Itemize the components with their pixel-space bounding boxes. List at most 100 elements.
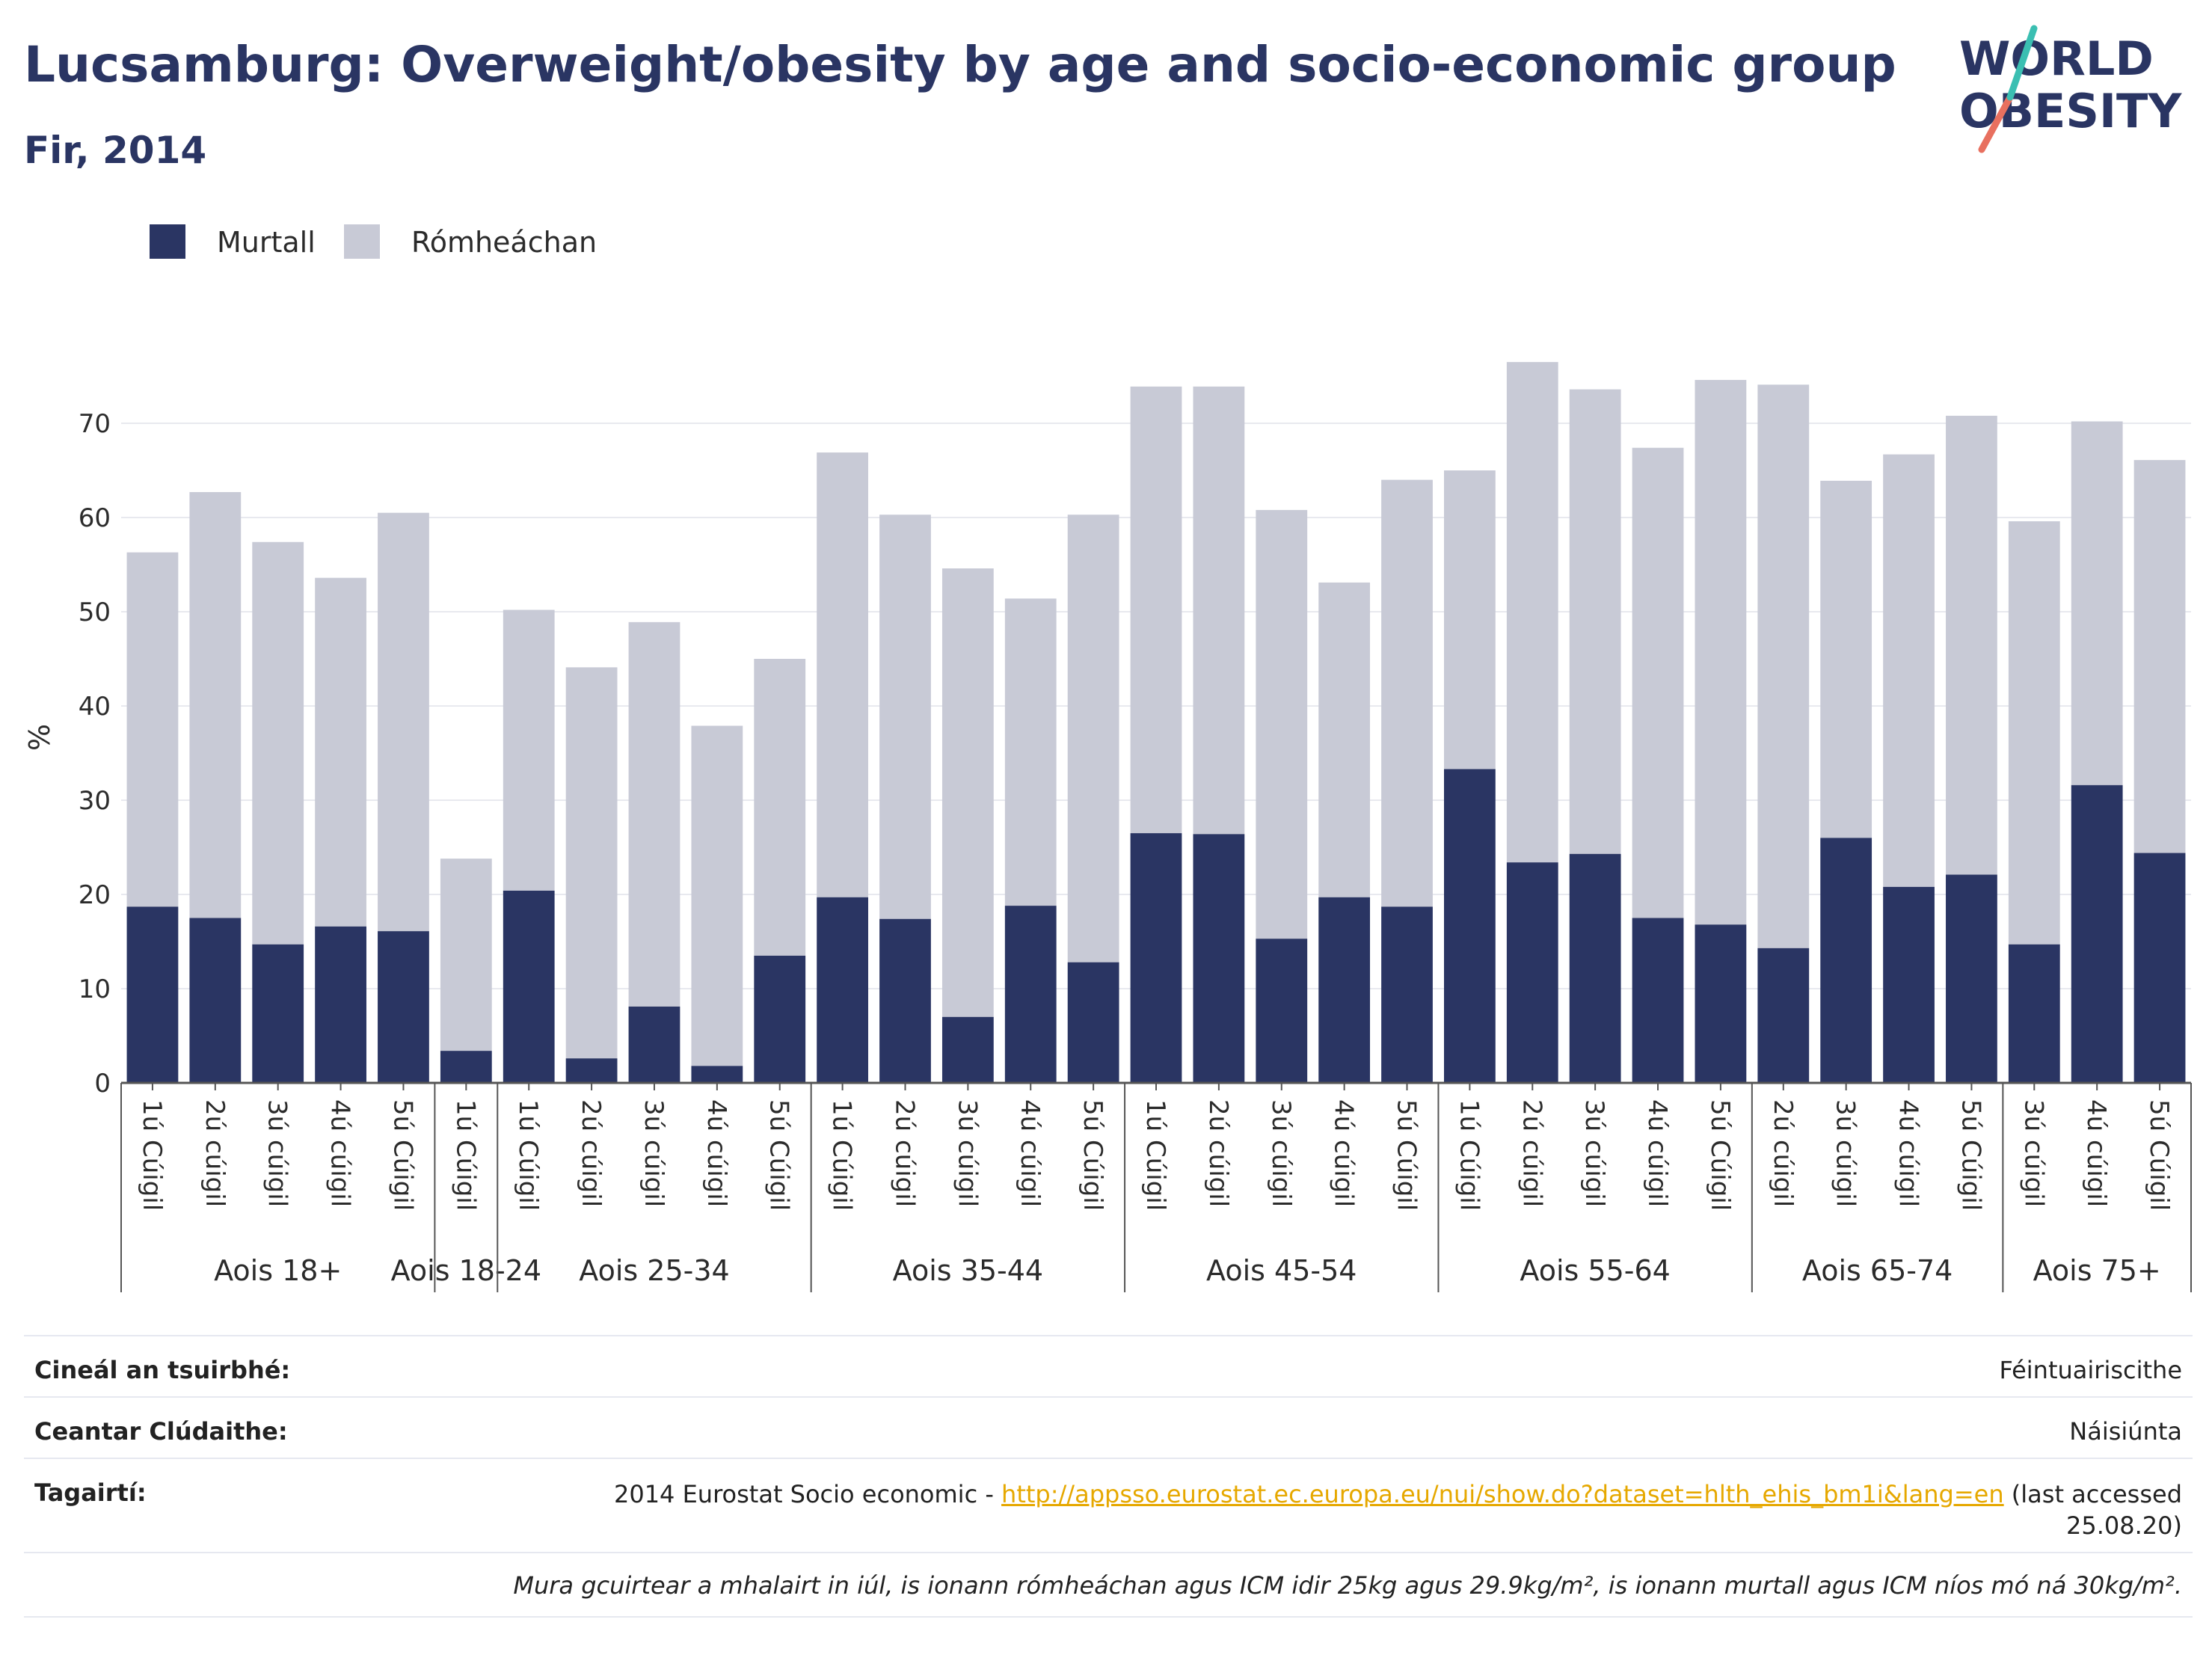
x-tick-label: 1ú Cúigil [1140,1099,1170,1211]
x-tick-label: 3ú cúigil [1266,1099,1296,1207]
x-tick-label: 3ú cúigil [2018,1099,2048,1207]
bar-overweight [691,725,743,1066]
bar-overweight [1569,389,1621,854]
logo-slash-teal [2006,25,2038,101]
group-label: Aois 45-54 [1206,1254,1357,1287]
y-tick-label: 20 [79,880,111,910]
y-axis-title: % [23,724,56,751]
x-tick-label: 4ú cúigil [1642,1099,1672,1207]
group-label: Aois 75+ [2033,1254,2161,1287]
x-tick-label: 2ú cúigil [1517,1099,1546,1207]
x-tick-label: 5ú Cúigil [1705,1099,1735,1211]
bar-overweight [503,610,555,891]
x-tick-label: 5ú Cúigil [387,1099,417,1211]
x-tick-label: 4ú cúigil [325,1099,355,1207]
bar-obese [1444,769,1496,1083]
bar-overweight [1695,380,1747,925]
stacked-bar-chart: 0 10 20 30 40 50 60 70% 1ú Cúigil 2ú cúigil 3ú cúi… [23,362,2192,1292]
x-tick-label: 1ú Cúigil [137,1099,167,1211]
bar-obese [1318,897,1371,1083]
x-tick-label: 4ú cúigil [1893,1099,1923,1207]
bar-overweight [1757,384,1810,948]
bar-obese [1946,874,1997,1083]
info-value: Náisiúnta [2069,1417,2182,1446]
group-label: Aois 18-24 [391,1254,541,1287]
bar-overweight [1820,480,1872,838]
bar-obese [503,890,555,1083]
bar-obese [1130,833,1182,1083]
bar-overweight [1946,415,1997,875]
y-tick-label: 40 [79,692,111,722]
legend-label-obese: Murtall [217,226,316,259]
bar-overweight [2133,460,2186,853]
x-tick-label: 2ú cúigil [1203,1099,1233,1207]
bar-obese [941,1016,994,1083]
bar-overweight [1444,470,1496,770]
bar-obese [440,1051,492,1083]
bar-obese [378,931,429,1083]
bar-obese [1381,906,1433,1083]
bar-obese [1506,862,1558,1083]
info-row-survey-type: Cineál an tsuirbhé: Féintuairiscithe [24,1335,2193,1396]
x-tick-label: 4ú cúigil [1329,1099,1359,1207]
x-tick-label: 4ú cúigil [1015,1099,1045,1207]
x-tick-label: 3ú cúigil [1579,1099,1609,1207]
x-tick-label: 2ú cúigil [889,1099,919,1207]
bar-overweight [315,577,366,927]
bar-obese [126,906,179,1083]
logo-slash-coral [1978,93,2014,153]
bar-overweight [1256,509,1308,939]
bar-obese [2008,944,2060,1083]
bar-obese [252,944,304,1083]
bar-obese [315,926,366,1083]
bar-overweight [817,452,868,897]
chart-title: Lucsamburg: Overweight/obesity by age an… [24,36,1896,93]
group-label: Aois 65-74 [1802,1254,1953,1287]
bar-overweight [565,667,618,1059]
x-tick-label: 5ú Cúigil [1392,1099,1422,1211]
legend-label-overweight: Rómheáchan [411,226,597,259]
legend-swatch-overweight [344,224,380,259]
bar-overweight [1381,479,1433,907]
group-label: Aois 25-34 [579,1254,729,1287]
bar-obese [1820,838,1872,1083]
bar-overweight [1318,582,1371,897]
definition-note: Mura gcuirtear a mhalairt in iúl, is ion… [513,1571,2182,1600]
bar-overweight [2008,521,2060,945]
group-label: Aois 18+ [214,1254,342,1287]
bar-overweight [1883,454,1935,887]
bar-overweight [378,512,429,932]
legend-swatch-obese [150,224,185,259]
bar-overweight [879,515,931,919]
reference-link[interactable]: http://appsso.eurostat.ec.europa.eu/nui/… [1001,1480,2004,1508]
x-tick-label: 3ú cúigil [952,1099,982,1207]
info-key: Cineál an tsuirbhé: [34,1356,291,1384]
bar-overweight [1067,515,1119,962]
bar-overweight [1193,386,1245,835]
bar-obese [1256,939,1308,1083]
bar-obese [1193,834,1245,1083]
info-row-note: Mura gcuirtear a mhalairt in iúl, is ion… [24,1552,2193,1618]
logo-text-world: WORLD [1959,31,2154,86]
bar-overweight [126,552,179,907]
x-tick-label: 5ú Cúigil [764,1099,794,1211]
bar-overweight [440,859,492,1051]
world-obesity-logo: WORLD OBESITY [1959,25,2182,153]
y-tick-label: 30 [79,786,111,816]
bar-obese [2133,853,2186,1083]
bar-obese [2071,784,2123,1083]
x-tick-label: 2ú cúigil [576,1099,606,1207]
bar-overweight [2071,421,2123,785]
x-tick-label: 5ú Cúigil [1956,1099,1985,1211]
x-tick-label: 1ú Cúigil [1454,1099,1484,1211]
x-tick-label: 3ú cúigil [262,1099,292,1207]
bar-overweight [1632,447,1684,918]
bar-overweight [754,659,806,956]
bar-obese [1695,924,1747,1083]
bar-overweight [1130,386,1182,834]
bar-obese [1632,918,1684,1083]
bar-obese [1883,886,1935,1083]
bar-overweight [252,541,304,945]
bar-obese [628,1006,681,1083]
bar-overweight [189,491,242,918]
